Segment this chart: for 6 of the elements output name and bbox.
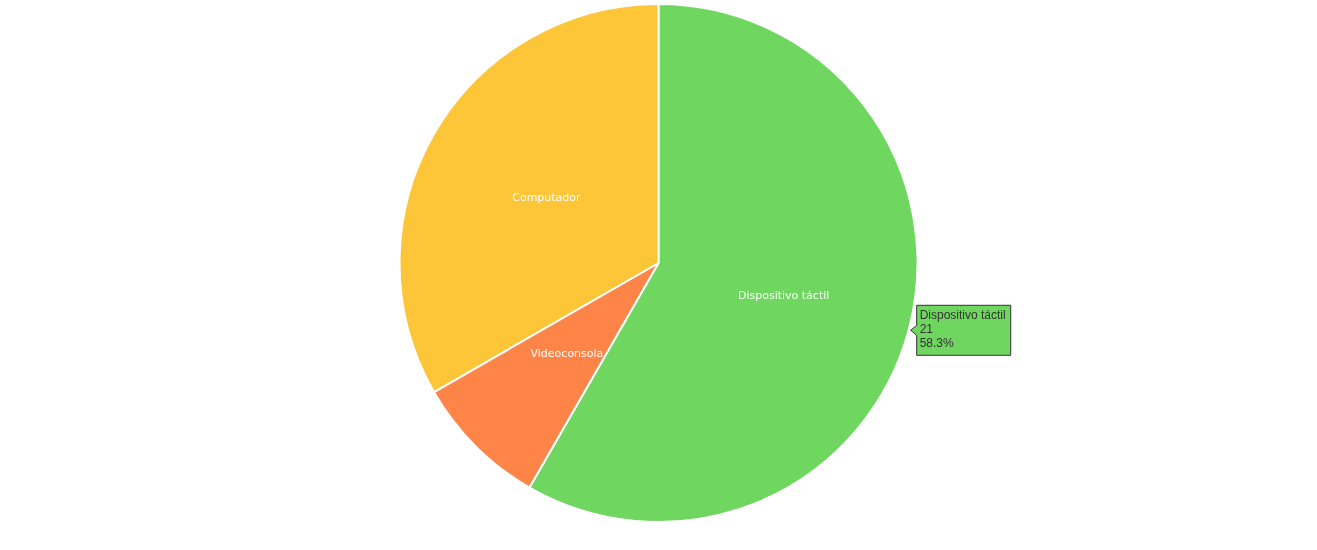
slice-label: Computador — [512, 190, 582, 204]
text: 21 — [919, 321, 934, 336]
data-label: 58.3% — [919, 335, 955, 350]
slice-label: Dispositivo táctil — [919, 307, 1006, 322]
slice-label: Videoconsola — [530, 347, 604, 361]
slice-label: Dispositivo táctil — [737, 289, 830, 303]
